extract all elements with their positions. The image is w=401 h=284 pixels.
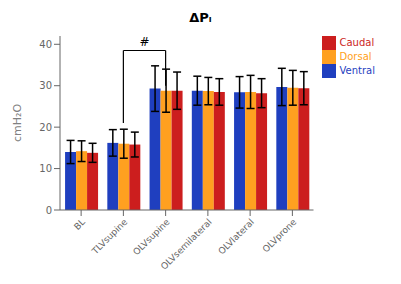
svg-text:OLVprone: OLVprone: [261, 217, 299, 255]
svg-text:BL: BL: [72, 217, 87, 232]
html-text:Dorsal: Dorsal: [339, 51, 372, 62]
html-text:Caudal: Caudal: [339, 37, 375, 48]
svg-text:40: 40: [39, 39, 52, 50]
svg-text:30: 30: [39, 80, 52, 91]
svg-text:10: 10: [39, 163, 52, 174]
svg-text:OLVsupine: OLVsupine: [131, 217, 172, 258]
html-text:Ventral: Ventral: [339, 65, 375, 76]
svg-text:TLVsupine: TLVsupine: [89, 217, 129, 257]
svg-text:#: #: [139, 35, 149, 49]
html-text:ΔPₗ: ΔPₗ: [189, 10, 212, 25]
svg-text:OLVsemilateral: OLVsemilateral: [159, 217, 214, 272]
svg-text:cmH₂O: cmH₂O: [11, 104, 24, 142]
svg-text:20: 20: [39, 122, 52, 133]
svg-text:OLVlateral: OLVlateral: [216, 217, 256, 257]
svg-text:0: 0: [46, 205, 52, 216]
